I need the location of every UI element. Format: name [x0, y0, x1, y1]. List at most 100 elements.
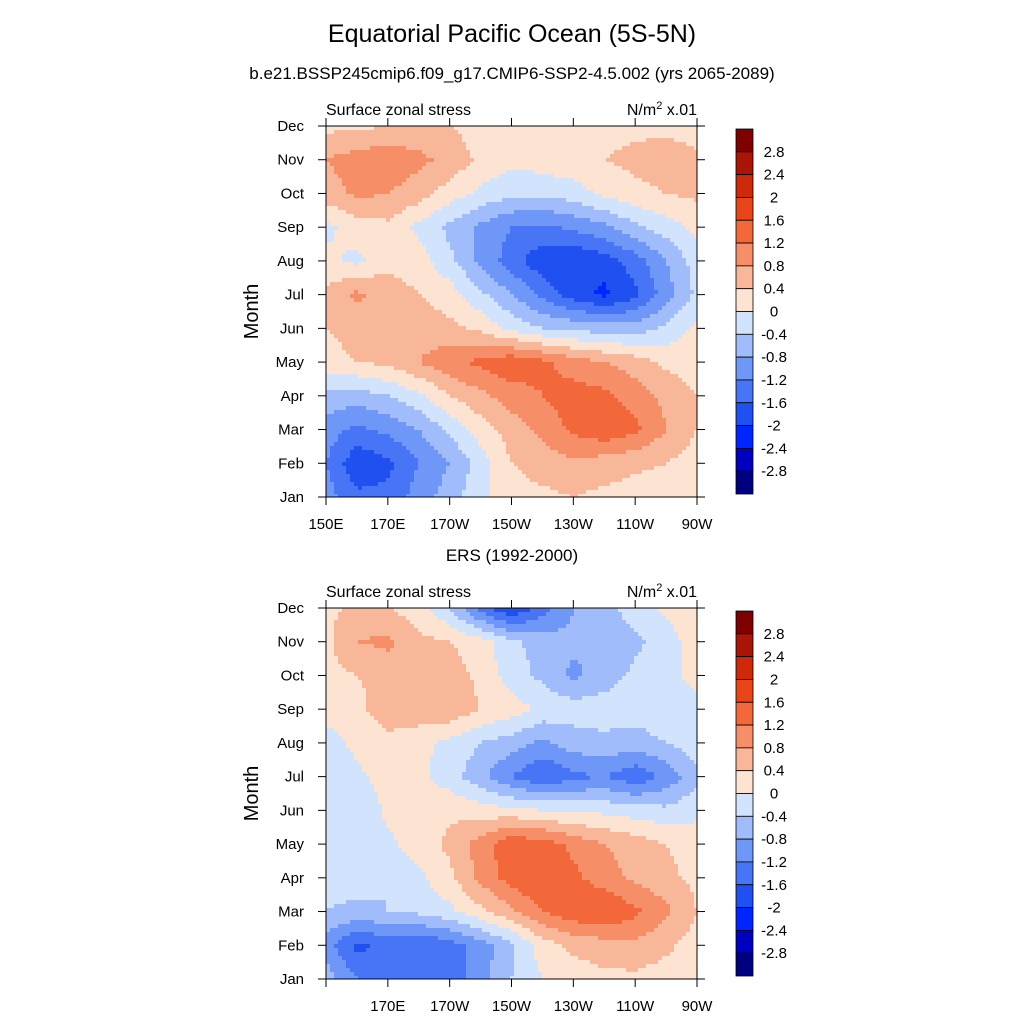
field-cell: [646, 322, 651, 327]
field-cell: [422, 190, 427, 195]
field-cell: [558, 242, 563, 247]
field-cell: [574, 214, 579, 219]
field-cell: [586, 198, 591, 203]
field-cell: [462, 258, 467, 263]
field-cell: [394, 134, 399, 139]
field-cell: [430, 290, 435, 295]
field-cell: [638, 222, 643, 227]
field-cell: [398, 298, 403, 303]
field-cell: [454, 322, 459, 327]
field-cell: [446, 314, 451, 319]
field-cell: [618, 318, 623, 323]
field-cell: [606, 194, 611, 199]
field-cell: [334, 154, 339, 159]
field-cell: [598, 274, 603, 279]
field-cell: [450, 226, 455, 231]
field-cell: [478, 138, 483, 143]
field-cell: [594, 206, 599, 211]
field-cell: [662, 286, 667, 291]
field-cell: [390, 138, 395, 143]
field-cell: [582, 286, 587, 291]
field-cell: [330, 302, 335, 307]
field-cell: [506, 142, 511, 147]
field-cell: [326, 302, 331, 307]
field-cell: [422, 230, 427, 235]
field-cell: [578, 254, 583, 259]
field-cell: [398, 258, 403, 263]
field-cell: [550, 298, 555, 303]
field-cell: [454, 246, 459, 251]
field-cell: [582, 310, 587, 315]
field-cell: [430, 270, 435, 275]
field-cell: [394, 282, 399, 287]
field-cell: [358, 190, 363, 195]
field-cell: [614, 210, 619, 215]
field-cell: [566, 214, 571, 219]
field-cell: [414, 138, 419, 143]
field-cell: [502, 162, 507, 167]
field-cell: [466, 142, 471, 147]
field-cell: [402, 334, 407, 339]
field-cell: [506, 298, 511, 303]
field-cell: [510, 250, 515, 255]
field-cell: [346, 310, 351, 315]
field-cell: [406, 214, 411, 219]
field-cell: [614, 154, 619, 159]
field-cell: [350, 174, 355, 179]
field-cell: [662, 230, 667, 235]
field-cell: [338, 158, 343, 163]
field-cell: [646, 130, 651, 135]
field-cell: [374, 254, 379, 259]
field-cell: [426, 142, 431, 147]
field-cell: [430, 154, 435, 159]
field-cell: [466, 310, 471, 315]
field-cell: [650, 178, 655, 183]
field-cell: [642, 290, 647, 295]
field-cell: [338, 230, 343, 235]
field-cell: [358, 318, 363, 323]
field-cell: [686, 294, 691, 299]
field-cell: [578, 334, 583, 339]
field-cell: [654, 178, 659, 183]
field-cell: [622, 166, 627, 171]
field-cell: [510, 178, 515, 183]
field-cell: [538, 314, 543, 319]
field-cell: [430, 182, 435, 187]
field-cell: [442, 182, 447, 187]
field-cell: [490, 278, 495, 283]
field-cell: [350, 246, 355, 251]
field-cell: [602, 302, 607, 307]
field-cell: [530, 174, 535, 179]
field-cell: [482, 170, 487, 175]
field-cell: [354, 210, 359, 215]
field-cell: [386, 330, 391, 335]
field-cell: [638, 214, 643, 219]
field-cell: [402, 126, 407, 131]
field-cell: [446, 154, 451, 159]
field-cell: [510, 194, 515, 199]
field-cell: [598, 314, 603, 319]
field-cell: [598, 298, 603, 303]
field-cell: [662, 158, 667, 163]
field-cell: [422, 138, 427, 143]
field-cell: [570, 194, 575, 199]
field-cell: [690, 326, 695, 331]
field-cell: [458, 274, 463, 279]
field-cell: [406, 134, 411, 139]
field-cell: [642, 186, 647, 191]
field-cell: [622, 298, 627, 303]
field-cell: [674, 246, 679, 251]
field-cell: [638, 242, 643, 247]
field-cell: [526, 182, 531, 187]
field-cell: [346, 186, 351, 191]
field-cell: [430, 326, 435, 331]
field-cell: [610, 130, 615, 135]
field-cell: [326, 194, 331, 199]
field-cell: [382, 278, 387, 283]
field-cell: [686, 126, 691, 131]
field-cell: [414, 330, 419, 335]
field-cell: [666, 330, 671, 335]
field-cell: [598, 242, 603, 247]
field-cell: [570, 242, 575, 247]
field-cell: [542, 138, 547, 143]
